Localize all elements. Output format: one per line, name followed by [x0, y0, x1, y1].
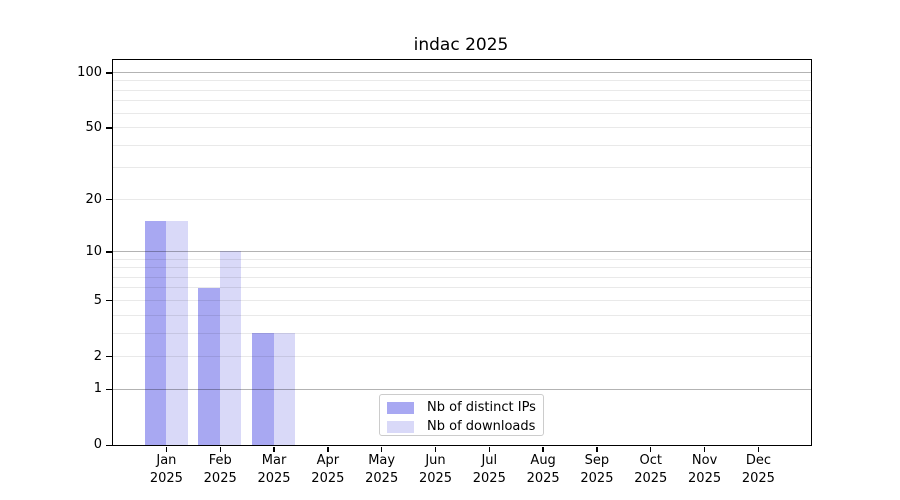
bar-distinct-ips-feb	[198, 287, 220, 445]
x-tick-mark-nov	[703, 446, 706, 452]
x-tick-month: Jul	[481, 453, 498, 469]
gridline-minor-2	[113, 355, 811, 357]
x-tick-month: Feb	[208, 453, 232, 469]
gridline-major-10	[113, 250, 811, 252]
y-tick-mark-0	[106, 444, 112, 447]
gridline-minor-30	[113, 167, 811, 169]
x-tick-label-nov: Nov 2025	[677, 452, 733, 488]
y-tick-mark-5	[106, 300, 112, 302]
x-tick-label-dec: Dec 2025	[730, 452, 786, 488]
x-tick-year: 2025	[418, 471, 453, 487]
legend: Nb of distinct IPs Nb of downloads	[379, 394, 544, 436]
legend-item-distinct-ips: Nb of distinct IPs	[387, 399, 543, 416]
x-tick-label-jan: Jan 2025	[138, 452, 194, 488]
x-tick-mark-mar	[273, 446, 275, 452]
x-tick-month: Mar	[261, 453, 287, 469]
legend-label-downloads: Nb of downloads	[427, 419, 536, 434]
x-tick-label-jun: Jun 2025	[407, 452, 463, 488]
x-tick-year: 2025	[526, 471, 560, 487]
gridline-minor-90	[113, 80, 811, 82]
x-tick-label-oct: Oct 2025	[623, 452, 679, 488]
y-tick-label-1: 1	[93, 381, 102, 397]
gridline-major-1	[113, 388, 811, 390]
x-tick-mark-sep	[596, 446, 598, 452]
x-tick-mark-dec	[757, 446, 760, 452]
gridline-minor-40	[113, 144, 811, 146]
y-tick-mark-10	[106, 251, 112, 253]
x-tick-month: Apr	[316, 453, 340, 469]
gridline-minor-20	[113, 198, 811, 200]
x-tick-month: Oct	[639, 453, 662, 469]
x-tick-year: 2025	[472, 471, 506, 487]
x-tick-month: Jan	[156, 453, 177, 469]
x-tick-mark-oct	[650, 446, 652, 452]
gridline-minor-6	[113, 287, 811, 289]
y-tick-mark-20	[106, 199, 112, 201]
x-tick-mark-jul	[488, 446, 490, 452]
bar-downloads-feb	[219, 251, 242, 445]
y-tick-label-2: 2	[93, 348, 102, 364]
gridline-minor-4	[113, 314, 811, 316]
legend-label-distinct-ips: Nb of distinct IPs	[427, 400, 536, 415]
gridline-minor-8	[113, 267, 811, 269]
x-tick-year: 2025	[203, 471, 237, 487]
x-tick-label-may: May 2025	[354, 452, 410, 488]
x-tick-year: 2025	[688, 471, 722, 487]
x-tick-year: 2025	[311, 471, 345, 487]
y-tick-label-5: 5	[93, 292, 102, 308]
y-tick-mark-100	[106, 72, 112, 74]
legend-swatch-distinct-ips-icon	[387, 401, 414, 414]
x-tick-month: Sep	[584, 453, 610, 469]
x-tick-month: May	[368, 453, 396, 469]
gridline-minor-50	[113, 127, 811, 129]
x-tick-label-sep: Sep 2025	[569, 452, 625, 488]
x-tick-month: Aug	[530, 453, 556, 469]
x-tick-label-feb: Feb 2025	[192, 452, 248, 488]
x-tick-mark-may	[380, 446, 383, 452]
x-tick-year: 2025	[741, 471, 775, 487]
gridline-minor-9	[113, 258, 811, 260]
gridline-major-100	[113, 72, 811, 74]
x-tick-mark-aug	[542, 446, 544, 452]
x-tick-year: 2025	[365, 471, 399, 487]
x-tick-label-apr: Apr 2025	[300, 452, 356, 488]
gridline-minor-60	[113, 112, 811, 114]
plot-area: Nb of distinct IPs Nb of downloads	[112, 59, 812, 446]
chart-title: indac 2025	[413, 35, 509, 55]
x-tick-mark-jun	[434, 446, 437, 452]
legend-swatch-downloads-icon	[387, 420, 414, 433]
x-tick-label-aug: Aug 2025	[515, 452, 571, 488]
x-tick-label-jul: Jul 2025	[461, 452, 517, 488]
gridline-minor-70	[113, 100, 811, 102]
x-tick-year: 2025	[149, 471, 183, 487]
y-tick-label-100: 100	[77, 64, 102, 80]
gridline-minor-3	[113, 332, 811, 334]
x-tick-month: Nov	[691, 453, 718, 469]
y-tick-label-10: 10	[85, 243, 102, 259]
x-tick-year: 2025	[257, 471, 291, 487]
x-tick-month: Dec	[745, 453, 771, 469]
y-tick-mark-50	[106, 127, 112, 129]
x-tick-year: 2025	[580, 471, 614, 487]
x-tick-label-mar: Mar 2025	[246, 452, 302, 488]
y-tick-label-0: 0	[93, 437, 102, 453]
x-tick-mark-apr	[327, 446, 329, 452]
gridline-minor-80	[113, 89, 811, 91]
x-tick-mark-feb	[219, 446, 221, 452]
y-tick-mark-1	[106, 388, 112, 391]
gridline-minor-7	[113, 276, 811, 278]
legend-item-downloads: Nb of downloads	[387, 418, 543, 435]
x-tick-year: 2025	[634, 471, 668, 487]
y-tick-mark-2	[106, 356, 112, 358]
gridline-minor-5	[113, 299, 811, 301]
y-tick-label-50: 50	[85, 120, 102, 136]
x-tick-mark-jan	[165, 446, 168, 452]
y-tick-label-20: 20	[85, 191, 102, 207]
x-tick-month: Jun	[425, 453, 446, 469]
